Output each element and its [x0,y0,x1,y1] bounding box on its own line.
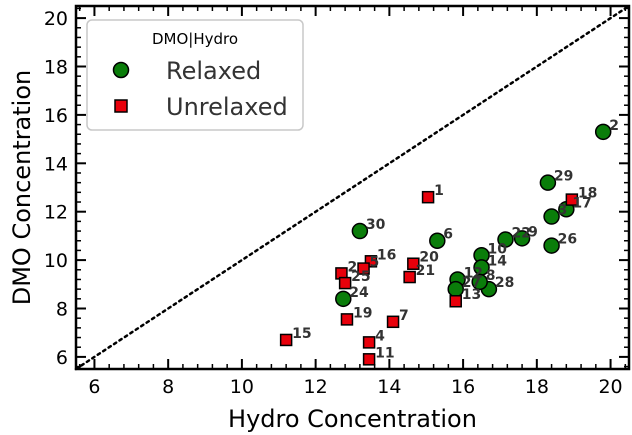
relaxed-point-2 [594,123,612,141]
point-label-9: 9 [528,224,538,240]
point-label-11: 11 [375,345,394,361]
unrelaxed-point-11 [362,353,376,366]
point-label-27: 27 [462,275,481,291]
unrelaxed-point-16 [364,255,378,268]
point-label-19: 19 [353,305,372,321]
plot-frame [74,4,631,371]
relaxed-point-30 [351,222,369,240]
x-tick-label: 20 [598,376,622,398]
legend-title: DMO|Hydro [152,30,238,48]
data-points [279,123,612,366]
unrelaxed-point-21 [403,270,416,284]
unrelaxed-point-25 [338,276,352,290]
unrelaxed-point-19 [340,313,354,326]
y-tick-label: 8 [56,299,68,321]
point-label-5: 5 [370,255,380,271]
point-label-8: 8 [486,268,496,284]
y-tick-label: 6 [56,347,68,369]
point-label-2: 2 [609,118,619,134]
x-tick-label: 8 [162,376,174,398]
point-label-2: 2 [347,259,357,275]
x-axis-title: Hydro Concentration [228,405,477,433]
relaxed-point-6 [429,232,446,249]
point-label-14: 14 [488,253,508,269]
relaxed-point-3 [543,208,560,225]
x-tick-label: 16 [451,376,475,398]
x-tick-label: 18 [525,376,549,398]
relaxed-point-8 [471,273,488,291]
legend-unrelaxed-marker [114,99,128,113]
y-tick-label: 18 [44,57,68,79]
point-label-15: 15 [292,326,311,342]
point-label-1: 1 [434,183,444,199]
point-label-7: 7 [399,308,409,324]
unrelaxed-point-4 [362,336,376,349]
relaxed-point-22 [497,231,514,248]
point-label-26: 26 [558,232,577,248]
x-tick-label: 10 [230,376,254,398]
unrelaxed-point-20 [407,257,420,270]
point-label-16: 16 [377,247,396,263]
legend-relaxed-marker [112,61,130,79]
point-label-13: 13 [462,287,481,303]
point-label-17: 17 [572,195,591,211]
point-label-22: 22 [511,226,530,242]
point-label-20: 20 [419,250,439,266]
unrelaxed-point-1 [421,190,435,204]
legend-relaxed-label: Relaxed [166,57,261,85]
point-label-21: 21 [416,263,435,279]
y-tick-label: 12 [44,202,68,224]
legend: DMO|Hydro Relaxed Unrelaxed [86,19,304,131]
relaxed-point-9 [513,230,531,247]
point-label-3: 3 [558,203,568,219]
relaxed-point-26 [543,237,560,254]
unrelaxed-point-5 [357,262,370,275]
point-label-28: 28 [495,275,514,291]
unrelaxed-point-18 [565,193,579,206]
point-label-25: 25 [351,269,370,285]
y-tick-label: 14 [44,153,68,175]
y-axis-title: DMO Concentration [8,70,36,306]
legend-box [86,19,304,131]
y-tick-label: 20 [44,8,68,30]
point-label-30: 30 [366,217,386,233]
y-tick-label: 10 [44,250,68,272]
point-label-4: 4 [375,328,385,344]
point-label-10: 10 [488,241,508,257]
x-tick-label: 12 [304,376,328,398]
point-label-6: 6 [443,227,453,243]
identity-reference-line [74,4,631,371]
unrelaxed-point-7 [386,315,400,329]
unrelaxed-point-13 [449,294,462,308]
relaxed-point-24 [335,290,352,308]
y-tick-label: 16 [44,105,68,127]
point-label-29: 29 [554,169,573,185]
legend-unrelaxed-label: Unrelaxed [166,93,288,121]
point-label-24: 24 [349,285,369,301]
x-tick-label: 6 [88,376,100,398]
point-label-18: 18 [578,186,597,202]
x-tick-label: 14 [377,376,401,398]
unrelaxed-point-15 [279,333,293,347]
relaxed-point-29 [539,174,557,191]
point-label-12: 12 [464,265,483,281]
